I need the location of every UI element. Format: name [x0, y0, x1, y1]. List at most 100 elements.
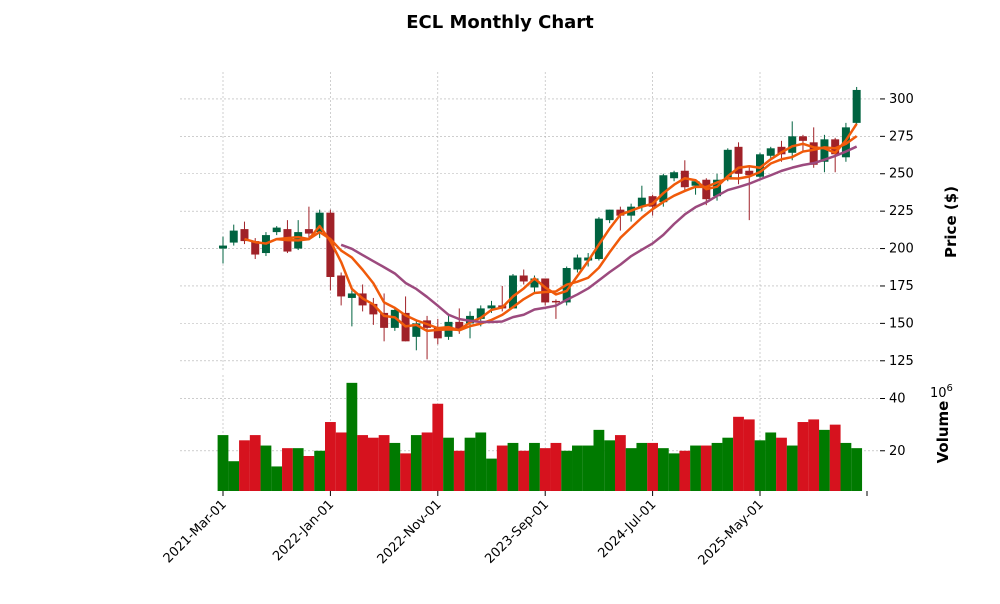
volume-bar [529, 442, 540, 491]
volume-bar [690, 445, 701, 491]
volume-bar [657, 448, 669, 491]
volume-bar [765, 432, 777, 491]
candle-body [766, 148, 775, 156]
candle-body [240, 229, 249, 242]
volume-bar [722, 437, 734, 491]
candle-body [380, 312, 389, 328]
volume-bar [475, 432, 487, 491]
candle-body [777, 146, 786, 155]
candle-body [745, 170, 754, 176]
volume-bar [829, 424, 841, 491]
volume-bar [636, 442, 648, 491]
candle-body [541, 278, 550, 303]
candle-body [315, 212, 324, 233]
candle-body [347, 293, 356, 298]
volume-bar [647, 442, 658, 491]
volume-bar [776, 437, 787, 491]
candle-body [756, 154, 764, 177]
price-tick-label: 125 [889, 354, 914, 369]
volume-bar [464, 437, 476, 491]
candle-body [229, 230, 238, 243]
volume-bar [808, 419, 820, 491]
price-tick-label: 275 [889, 129, 914, 144]
volume-exponent: 106 [930, 383, 953, 401]
volume-bar [819, 429, 830, 491]
volume-bar [335, 432, 347, 491]
candle-body [487, 305, 496, 309]
moving-average-line-6 [276, 135, 858, 332]
candle-body [251, 241, 260, 255]
volume-bar [292, 448, 304, 491]
volume-bar [271, 466, 283, 491]
candle-body [648, 196, 657, 207]
volume-bar [282, 448, 293, 491]
price-tick-label: 300 [889, 92, 914, 107]
volume-bar [367, 437, 379, 491]
candle-body [519, 275, 528, 282]
volume-bar [410, 435, 422, 491]
candle-body [476, 308, 485, 319]
volume-bar [754, 440, 766, 491]
candle-body [219, 245, 227, 249]
moving-average-line-12 [340, 145, 858, 324]
volume-bar [604, 440, 616, 491]
candle-body [594, 218, 603, 260]
candle-body [809, 142, 818, 165]
volume-bar [518, 450, 530, 491]
candle-body [831, 139, 840, 155]
candle-body [455, 321, 464, 330]
price-axis-label: Price ($) [942, 186, 960, 258]
candle-body [734, 146, 743, 174]
candle-body [551, 300, 560, 303]
volume-bar [228, 461, 240, 491]
volume-bar [593, 429, 605, 491]
volume-bar [550, 442, 562, 491]
volume-bar [614, 435, 626, 491]
candle-body [304, 229, 313, 234]
volume-tick-label: 20 [889, 444, 906, 459]
volume-bar [625, 448, 637, 491]
candle-body [326, 212, 335, 277]
volume-axis-label: Volume [934, 401, 952, 464]
x-tick-label: 2025-May-01 [696, 497, 767, 568]
candle-body [852, 89, 861, 123]
candle-body [573, 257, 582, 270]
volume-bar [700, 445, 712, 491]
volume-bar [346, 382, 358, 491]
volume-tick-label: 40 [889, 392, 906, 407]
candle-body [670, 172, 679, 179]
x-tick-label: 2021-Mar-01 [161, 497, 230, 566]
volume-bar [733, 416, 744, 491]
volume-bar [539, 448, 551, 491]
chart-title: ECL Monthly Chart [406, 12, 594, 33]
price-tick-label: 250 [889, 167, 914, 182]
moving-average-line-3 [244, 123, 858, 333]
volume-bar [668, 453, 680, 491]
price-tick-label: 175 [889, 279, 914, 294]
candle-body [508, 275, 517, 309]
candle-body [820, 139, 829, 162]
candle-body [637, 197, 646, 207]
volume-bar [496, 445, 508, 491]
volume-bar [486, 458, 497, 491]
candle-body [616, 209, 625, 216]
x-tick-label: 2022-Jan-01 [270, 497, 337, 564]
candle-body [530, 278, 539, 288]
volume-bar [421, 432, 433, 491]
price-tick-label: 200 [889, 242, 914, 257]
volume-bar [303, 455, 315, 491]
volume-bar [357, 435, 369, 491]
volume-bar [249, 435, 261, 491]
candle-body [272, 227, 281, 233]
price-tick-label: 225 [889, 204, 914, 219]
volume-bar [507, 442, 519, 491]
candle-body [788, 136, 797, 153]
volume-bar [325, 422, 336, 491]
candle-body [691, 181, 700, 186]
x-tick-label: 2023-Sep-01 [482, 497, 552, 567]
volume-bar [572, 445, 583, 491]
volume-bar [743, 419, 755, 491]
volume-bar [786, 445, 798, 491]
